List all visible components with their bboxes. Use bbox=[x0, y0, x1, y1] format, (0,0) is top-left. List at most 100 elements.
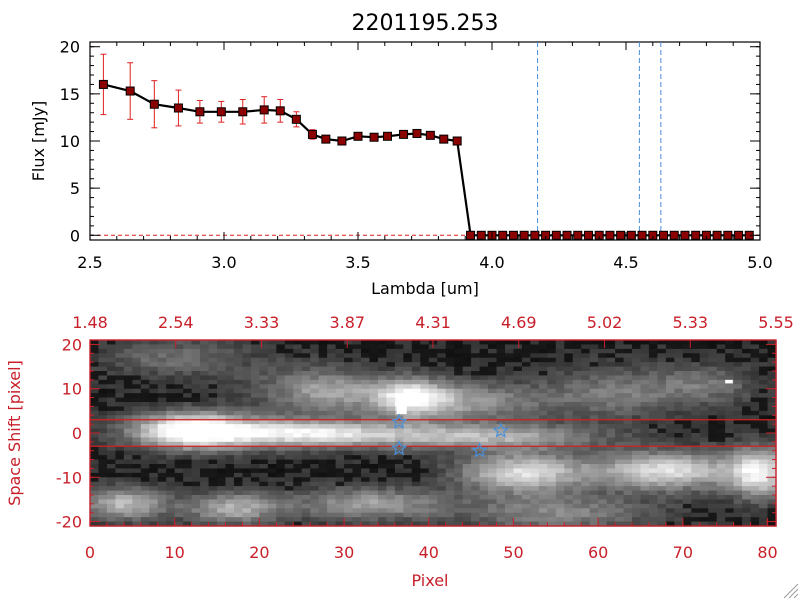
heatmap-cell bbox=[106, 393, 117, 399]
data-point bbox=[195, 107, 205, 117]
heatmap-cell bbox=[665, 433, 675, 439]
heatmap-cell bbox=[90, 362, 100, 368]
heatmap-cell bbox=[369, 441, 379, 447]
heatmap-cell bbox=[589, 357, 599, 363]
heatmap-cell bbox=[648, 344, 659, 350]
heatmap-cell bbox=[217, 433, 227, 439]
heatmap-cell bbox=[200, 388, 210, 394]
heatmap-cell bbox=[132, 446, 142, 452]
heatmap-cell bbox=[555, 437, 565, 443]
heatmap-cell bbox=[344, 441, 354, 447]
heatmap-cell bbox=[691, 375, 701, 381]
heatmap-cell bbox=[166, 468, 176, 474]
heatmap-cell bbox=[267, 344, 277, 350]
heatmap-cell bbox=[623, 353, 633, 359]
heatmap-cell bbox=[538, 424, 548, 430]
heatmap-cell bbox=[276, 472, 286, 478]
heatmap-cell bbox=[513, 366, 523, 372]
heatmap-cell bbox=[623, 486, 633, 492]
heatmap-cell bbox=[648, 406, 659, 412]
heatmap-cell bbox=[200, 397, 210, 403]
heatmap-cell bbox=[742, 402, 752, 408]
heatmap-cell bbox=[759, 437, 769, 443]
heatmap-cell bbox=[411, 371, 421, 377]
heatmap-cell bbox=[496, 424, 506, 430]
heatmap-cell bbox=[132, 490, 142, 496]
heatmap-cell bbox=[716, 384, 726, 390]
heatmap-cell bbox=[682, 459, 692, 465]
heatmap-cell bbox=[403, 446, 413, 452]
heatmap-cell bbox=[640, 517, 650, 523]
heatmap-cell bbox=[225, 362, 235, 368]
heatmap-cell bbox=[581, 357, 591, 363]
heatmap-cell bbox=[716, 410, 726, 416]
heatmap-cell bbox=[471, 472, 481, 478]
heatmap-cell bbox=[310, 357, 320, 363]
heatmap-cell bbox=[572, 441, 582, 447]
heatmap-cell bbox=[471, 441, 481, 447]
heatmap-cell bbox=[521, 357, 531, 363]
heatmap-cell bbox=[174, 433, 184, 439]
heatmap-cell bbox=[411, 357, 421, 363]
heatmap-cell bbox=[640, 450, 650, 456]
heatmap-cell bbox=[454, 499, 464, 505]
heatmap-cell bbox=[208, 340, 218, 346]
heatmap-cell bbox=[733, 517, 743, 523]
heatmap-cell bbox=[733, 393, 743, 399]
heatmap-cell bbox=[242, 371, 252, 377]
heatmap-cell bbox=[217, 508, 227, 514]
heatmap-cell bbox=[750, 397, 760, 403]
heatmap-cell bbox=[759, 410, 769, 416]
heatmap-cell bbox=[149, 486, 159, 492]
heatmap-cell bbox=[589, 410, 599, 416]
heatmap-cell bbox=[708, 357, 718, 363]
heatmap-cell bbox=[504, 415, 515, 421]
heatmap-cell bbox=[471, 455, 481, 461]
heatmap-cell bbox=[640, 468, 650, 474]
heatmap-cell bbox=[445, 375, 455, 381]
heatmap-cell bbox=[293, 344, 303, 350]
heatmap-cell bbox=[166, 357, 176, 363]
heatmap-cell bbox=[640, 441, 650, 447]
heatmap-cell bbox=[445, 490, 455, 496]
heatmap-cell bbox=[437, 512, 447, 518]
heatmap-cell bbox=[462, 512, 472, 518]
heatmap-cell bbox=[555, 459, 565, 465]
heatmap-cell bbox=[521, 503, 531, 509]
heatmap-cell bbox=[369, 344, 379, 350]
resize-grip-icon[interactable] bbox=[783, 583, 799, 599]
heatmap-cell bbox=[648, 512, 659, 518]
heatmap-cell bbox=[530, 366, 540, 372]
heatmap-cell bbox=[217, 437, 227, 443]
heatmap-cell bbox=[420, 388, 430, 394]
data-point bbox=[669, 230, 679, 240]
heatmap-cell bbox=[581, 490, 591, 496]
heatmap-cell bbox=[589, 450, 599, 456]
heatmap-cell bbox=[742, 353, 752, 359]
heatmap-cell bbox=[276, 353, 286, 359]
heatmap-cell bbox=[250, 406, 260, 412]
heatmap-cell bbox=[538, 410, 548, 416]
heatmap-cell bbox=[403, 340, 413, 346]
heatmap-cell bbox=[259, 353, 269, 359]
heatmap-cell bbox=[555, 419, 565, 425]
heatmap-cell bbox=[157, 490, 167, 496]
heatmap-cell bbox=[454, 393, 464, 399]
heatmap-cell bbox=[445, 410, 455, 416]
heatmap-cell bbox=[496, 393, 506, 399]
heatmap-cell bbox=[547, 410, 557, 416]
heatmap-cell bbox=[564, 472, 574, 478]
heatmap-cell bbox=[377, 517, 388, 523]
heatmap-cell bbox=[530, 384, 540, 390]
heatmap-cell bbox=[301, 481, 311, 487]
heatmap-cell bbox=[352, 464, 362, 470]
heatmap-cell bbox=[318, 508, 328, 514]
heatmap-cell bbox=[403, 388, 413, 394]
heatmap-cell bbox=[361, 464, 371, 470]
heatmap-cell bbox=[259, 340, 269, 346]
heatmap-cell bbox=[488, 464, 498, 470]
heatmap-cell bbox=[369, 517, 379, 523]
heatmap-cell bbox=[632, 362, 642, 368]
heatmap-cell bbox=[479, 481, 489, 487]
heatmap-cell bbox=[123, 353, 133, 359]
